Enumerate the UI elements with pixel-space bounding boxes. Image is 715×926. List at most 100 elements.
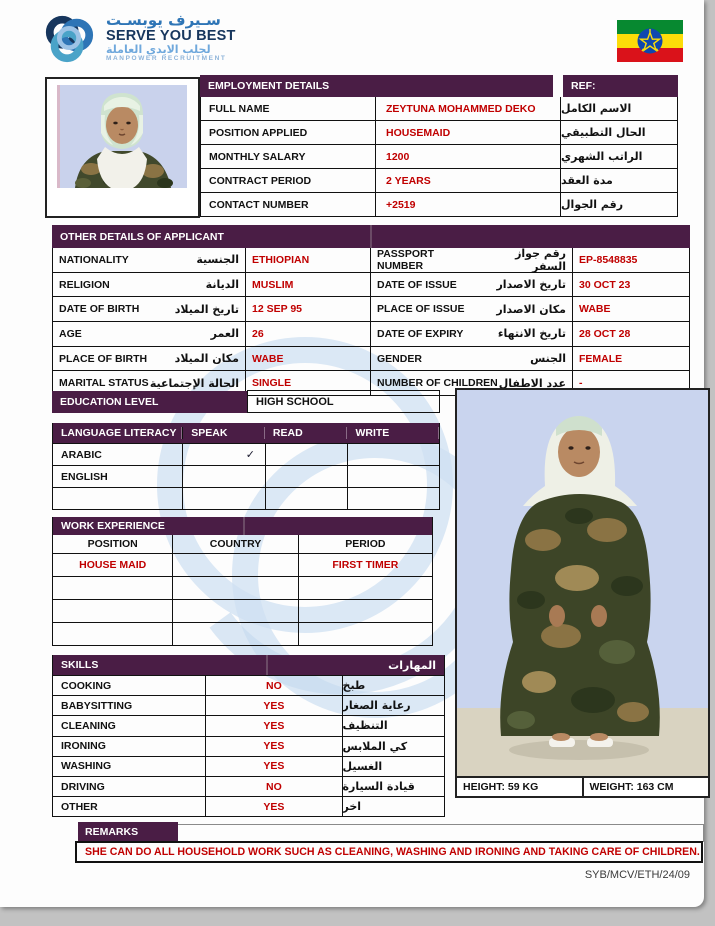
table-row: RELIGION الديانة MUSLIM DATE OF ISSUE تاري… (52, 272, 690, 298)
table-row: COOKING NO طبخ (53, 675, 444, 696)
field-value: ZEYTUNA MOHAMMED DEKO (375, 97, 560, 120)
applicant-fullbody-photo-frame: HEIGHT: 59 KG WEIGHT: 163 CM (455, 388, 710, 798)
table-row: HOUSE MAID FIRST TIMER (53, 553, 432, 576)
field-label: GENDER (377, 352, 422, 365)
table-row (53, 576, 432, 599)
field-label-arabic: رقم جواز السفر (515, 246, 566, 273)
work-experience-column-headers: POSITION COUNTRY PERIOD (53, 535, 432, 553)
column-header-position: POSITION (87, 538, 138, 550)
position-cell (53, 600, 172, 622)
skill-value: NO (205, 676, 341, 696)
weight-label: WEIGHT: 163 CM (581, 778, 709, 796)
skill-value: YES (205, 716, 341, 736)
field-label-arabic: رقم الجوال (560, 193, 678, 216)
field-label: FULL NAME (200, 97, 375, 120)
employment-details-title: EMPLOYMENT DETAILS (200, 75, 553, 97)
ethiopia-flag-icon (617, 20, 683, 62)
field-label-arabic: الجنس (530, 352, 566, 366)
field-label-arabic: عدد الاطفال (498, 376, 566, 390)
field-label: RELIGION (59, 278, 110, 291)
table-row: WASHING YES الغسيل (53, 755, 444, 776)
country-cell (172, 623, 297, 645)
table-row: DATE OF BIRTH تاريخ الميلاد 12 SEP 95 PLA… (52, 297, 690, 323)
field-label-arabic: الحال التطبيقي (560, 121, 678, 144)
table-row: PLACE OF BIRTH مكان الميلاد WABE GENDER ال… (52, 346, 690, 372)
skill-name-arabic: التنظيف (341, 716, 445, 736)
skill-value: YES (205, 756, 341, 776)
table-row: NATIONALITY الجنسية ETHIOPIAN PASSPORT NU… (52, 246, 690, 273)
table-row: DRIVING NO قيادة السيارة (53, 775, 445, 797)
write-cell (347, 466, 439, 487)
field-value: EP-8548835 (572, 248, 690, 272)
field-value: 28 OCT 28 (572, 322, 690, 346)
period-cell (297, 600, 432, 622)
period-cell (297, 623, 432, 645)
field-value: 30 OCT 23 (572, 272, 690, 297)
field-value: 12 SEP 95 (245, 297, 370, 322)
document-reference-code: SYB/MCV/ETH/24/09 (584, 869, 690, 881)
column-header-write: WRITE (347, 427, 439, 439)
skill-name: WASHING (61, 760, 112, 773)
applicant-portrait-photo-frame (45, 77, 200, 218)
remarks-header: REMARKS (78, 822, 178, 841)
field-value: +2519 (375, 193, 560, 216)
field-value: FEMALE (572, 346, 690, 371)
field-label-arabic: تاريخ الميلاد (174, 302, 239, 316)
position-cell (53, 623, 172, 645)
skill-name: BABYSITTING (61, 699, 133, 712)
country-cell (172, 600, 297, 622)
employment-details-header: EMPLOYMENT DETAILS REF: (200, 75, 678, 97)
field-label: CONTACT NUMBER (200, 193, 375, 216)
height-weight-row: HEIGHT: 59 KG WEIGHT: 163 CM (457, 776, 708, 796)
skills-title: SKILLS (61, 659, 99, 671)
field-label-arabic: الديانة (205, 278, 239, 292)
field-label: DATE OF BIRTH (59, 303, 140, 316)
table-row: IRONING YES كي الملابس (53, 735, 445, 756)
period-cell: FIRST TIMER (297, 554, 432, 576)
field-label-arabic: الراتب الشهري (560, 145, 678, 168)
country-cell (172, 554, 297, 576)
field-label-arabic: مكان الميلاد (174, 352, 239, 366)
skill-name-arabic: كي الملابس (341, 736, 445, 756)
field-label-arabic: مكان الاصدار (496, 302, 566, 316)
height-label: HEIGHT: 59 KG (463, 781, 539, 793)
column-header-language: LANGUAGE LITERACY (53, 427, 183, 439)
applicant-portrait-photo (57, 85, 187, 188)
column-header-period: PERIOD (297, 535, 432, 553)
skill-name-arabic: قيادة السيارة (341, 776, 445, 797)
field-label: MONTHLY SALARY (200, 145, 375, 168)
other-details-header: OTHER DETAILS OF APPLICANT (52, 225, 690, 248)
field-label: PASSPORT NUMBER (377, 247, 434, 272)
skill-name: COOKING (61, 679, 112, 692)
period-cell (297, 577, 432, 599)
field-label: NATIONALITY (59, 253, 129, 266)
field-label: AGE (59, 327, 82, 340)
skill-value: YES (205, 696, 341, 716)
table-row: MONTHLY SALARY 1200 الراتب الشهري (200, 145, 678, 169)
table-row: OTHER YES اخر (53, 796, 444, 817)
field-value: - (572, 371, 690, 396)
brand-tagline-english: MANPOWER RECRUITMENT (106, 55, 227, 63)
speak-cell (182, 488, 265, 509)
field-label: PLACE OF ISSUE (377, 303, 465, 316)
speak-checkmark: ✓ (182, 444, 265, 465)
employment-details-table: EMPLOYMENT DETAILS REF: FULL NAME ZEYTUN… (200, 75, 678, 217)
read-cell (264, 466, 348, 487)
skills-header: SKILLS المهارات (53, 655, 444, 675)
brand-name-arabic: سـيرف يوبسـت (106, 10, 221, 29)
field-label-arabic: العمر (210, 327, 239, 341)
table-row (53, 599, 432, 622)
applicant-fullbody-photo (457, 390, 708, 776)
skill-value: NO (205, 776, 341, 797)
company-logo-icon (45, 15, 94, 63)
skill-value: YES (205, 736, 341, 756)
field-value: ETHIOPIAN (245, 248, 370, 272)
language-name: ARABIC (61, 448, 102, 461)
other-details-title: OTHER DETAILS OF APPLICANT (60, 230, 224, 243)
field-label: DATE OF ISSUE (377, 278, 457, 291)
speak-cell (182, 466, 265, 487)
education-level-value: HIGH SCHOOL (247, 390, 440, 413)
field-label: MARITAL STATUS (59, 377, 149, 390)
read-cell (264, 488, 348, 509)
education-level-header: EDUCATION LEVEL (52, 391, 247, 413)
